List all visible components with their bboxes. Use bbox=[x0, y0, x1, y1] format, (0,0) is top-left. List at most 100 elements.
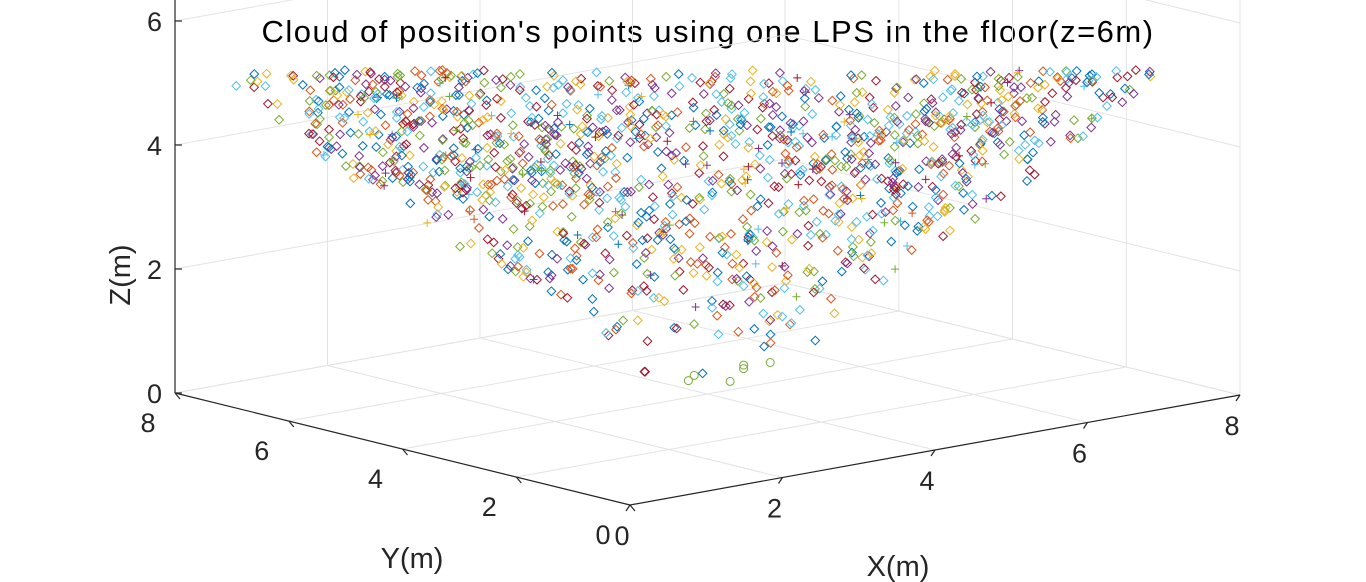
data-point-diamond bbox=[697, 368, 708, 379]
data-point-circle bbox=[689, 370, 699, 380]
data-point-diamond bbox=[684, 123, 695, 134]
data-point-diamond bbox=[657, 171, 668, 182]
data-point-plus bbox=[565, 120, 574, 129]
data-point-diamond bbox=[814, 163, 825, 174]
data-point-plus bbox=[445, 92, 454, 101]
data-point-diamond bbox=[954, 158, 965, 169]
data-point-diamond bbox=[851, 87, 862, 98]
data-point-diamond bbox=[304, 108, 315, 119]
data-point-diamond bbox=[1071, 65, 1082, 77]
data-point-diamond bbox=[854, 150, 865, 161]
data-point-diamond bbox=[977, 134, 988, 145]
data-point-diamond bbox=[604, 283, 615, 294]
y-tick-label: 4 bbox=[368, 464, 383, 494]
y-axis-label: Y(m) bbox=[381, 543, 444, 575]
data-point-diamond bbox=[478, 179, 489, 190]
data-point-diamond bbox=[602, 181, 613, 192]
data-point-diamond bbox=[901, 110, 913, 121]
data-point-diamond bbox=[745, 189, 756, 200]
data-point-plus bbox=[614, 240, 623, 249]
data-point-diamond bbox=[595, 156, 606, 168]
data-point-diamond bbox=[379, 74, 390, 85]
data-point-diamond bbox=[935, 117, 946, 129]
data-point-diamond bbox=[970, 84, 982, 95]
data-point-plus bbox=[487, 111, 496, 120]
data-point-diamond bbox=[642, 233, 653, 244]
data-point-diamond bbox=[379, 71, 390, 82]
data-point-diamond bbox=[490, 197, 501, 208]
data-point-diamond bbox=[543, 123, 554, 134]
data-point-diamond bbox=[502, 240, 513, 251]
data-point-diamond bbox=[245, 75, 256, 86]
data-point-plus bbox=[793, 73, 802, 82]
data-point-diamond bbox=[355, 91, 366, 102]
data-point-diamond bbox=[437, 65, 448, 76]
data-point-diamond bbox=[595, 81, 606, 92]
data-point-diamond bbox=[889, 112, 900, 123]
data-point-diamond bbox=[443, 209, 454, 220]
data-point-diamond bbox=[591, 232, 602, 243]
data-point-diamond bbox=[785, 118, 796, 129]
data-point-diamond bbox=[994, 114, 1005, 125]
data-point-plus bbox=[689, 117, 698, 126]
data-point-diamond bbox=[468, 69, 479, 80]
data-point-diamond bbox=[921, 103, 932, 114]
data-point-diamond bbox=[763, 122, 774, 133]
data-point-diamond bbox=[707, 302, 718, 313]
data-point-diamond bbox=[1061, 67, 1073, 78]
data-point-diamond bbox=[608, 230, 619, 242]
data-point-diamond bbox=[478, 65, 489, 76]
data-point-diamond bbox=[596, 114, 607, 125]
data-point-diamond bbox=[794, 304, 805, 315]
data-point-diamond bbox=[599, 153, 610, 164]
data-point-diamond bbox=[634, 133, 645, 144]
data-point-diamond bbox=[339, 65, 350, 76]
data-point-diamond bbox=[995, 139, 1006, 150]
data-point-diamond bbox=[982, 117, 993, 128]
data-point-diamond bbox=[865, 137, 876, 149]
data-point-diamond bbox=[642, 336, 653, 347]
data-point-plus bbox=[751, 259, 760, 268]
data-point-diamond bbox=[546, 186, 557, 197]
data-point-diamond bbox=[456, 70, 467, 81]
data-point-diamond bbox=[646, 244, 657, 255]
data-point-diamond bbox=[408, 118, 420, 129]
data-point-plus bbox=[955, 151, 963, 160]
data-point-diamond bbox=[754, 150, 765, 161]
data-point-diamond bbox=[423, 180, 434, 191]
data-point-diamond bbox=[606, 142, 617, 153]
data-point-diamond bbox=[1065, 133, 1076, 144]
data-point-diamond bbox=[938, 168, 949, 179]
data-point-diamond bbox=[735, 119, 746, 130]
data-point-diamond bbox=[488, 237, 499, 248]
data-point-diamond bbox=[837, 184, 848, 195]
data-point-diamond bbox=[786, 317, 797, 329]
data-point-diamond bbox=[362, 107, 373, 118]
data-point-diamond bbox=[684, 228, 695, 239]
y-tick-label: 2 bbox=[482, 492, 497, 522]
data-point-circle bbox=[725, 376, 735, 386]
data-point-diamond bbox=[1017, 116, 1028, 127]
data-point-diamond bbox=[649, 201, 660, 212]
data-point-diamond bbox=[741, 271, 752, 282]
data-point-plus bbox=[792, 292, 801, 301]
data-point-diamond bbox=[341, 87, 352, 98]
data-point-diamond bbox=[596, 152, 607, 163]
data-point-diamond bbox=[845, 115, 856, 126]
data-point-plus bbox=[970, 160, 979, 169]
data-point-diamond bbox=[826, 180, 837, 191]
data-point-diamond bbox=[477, 194, 488, 205]
data-point-diamond bbox=[846, 234, 857, 245]
data-point-plus bbox=[981, 159, 990, 168]
data-point-diamond bbox=[612, 321, 623, 332]
data-point-diamond bbox=[698, 151, 709, 162]
data-point-diamond bbox=[552, 226, 563, 237]
data-point-diamond bbox=[418, 101, 429, 113]
y-tick-label: 6 bbox=[254, 436, 269, 466]
data-point-diamond bbox=[939, 205, 950, 216]
data-point-diamond bbox=[418, 78, 430, 89]
data-point-diamond bbox=[505, 71, 516, 82]
data-point-diamond bbox=[651, 109, 662, 120]
data-point-diamond bbox=[867, 225, 878, 236]
data-point-diamond bbox=[438, 151, 449, 163]
